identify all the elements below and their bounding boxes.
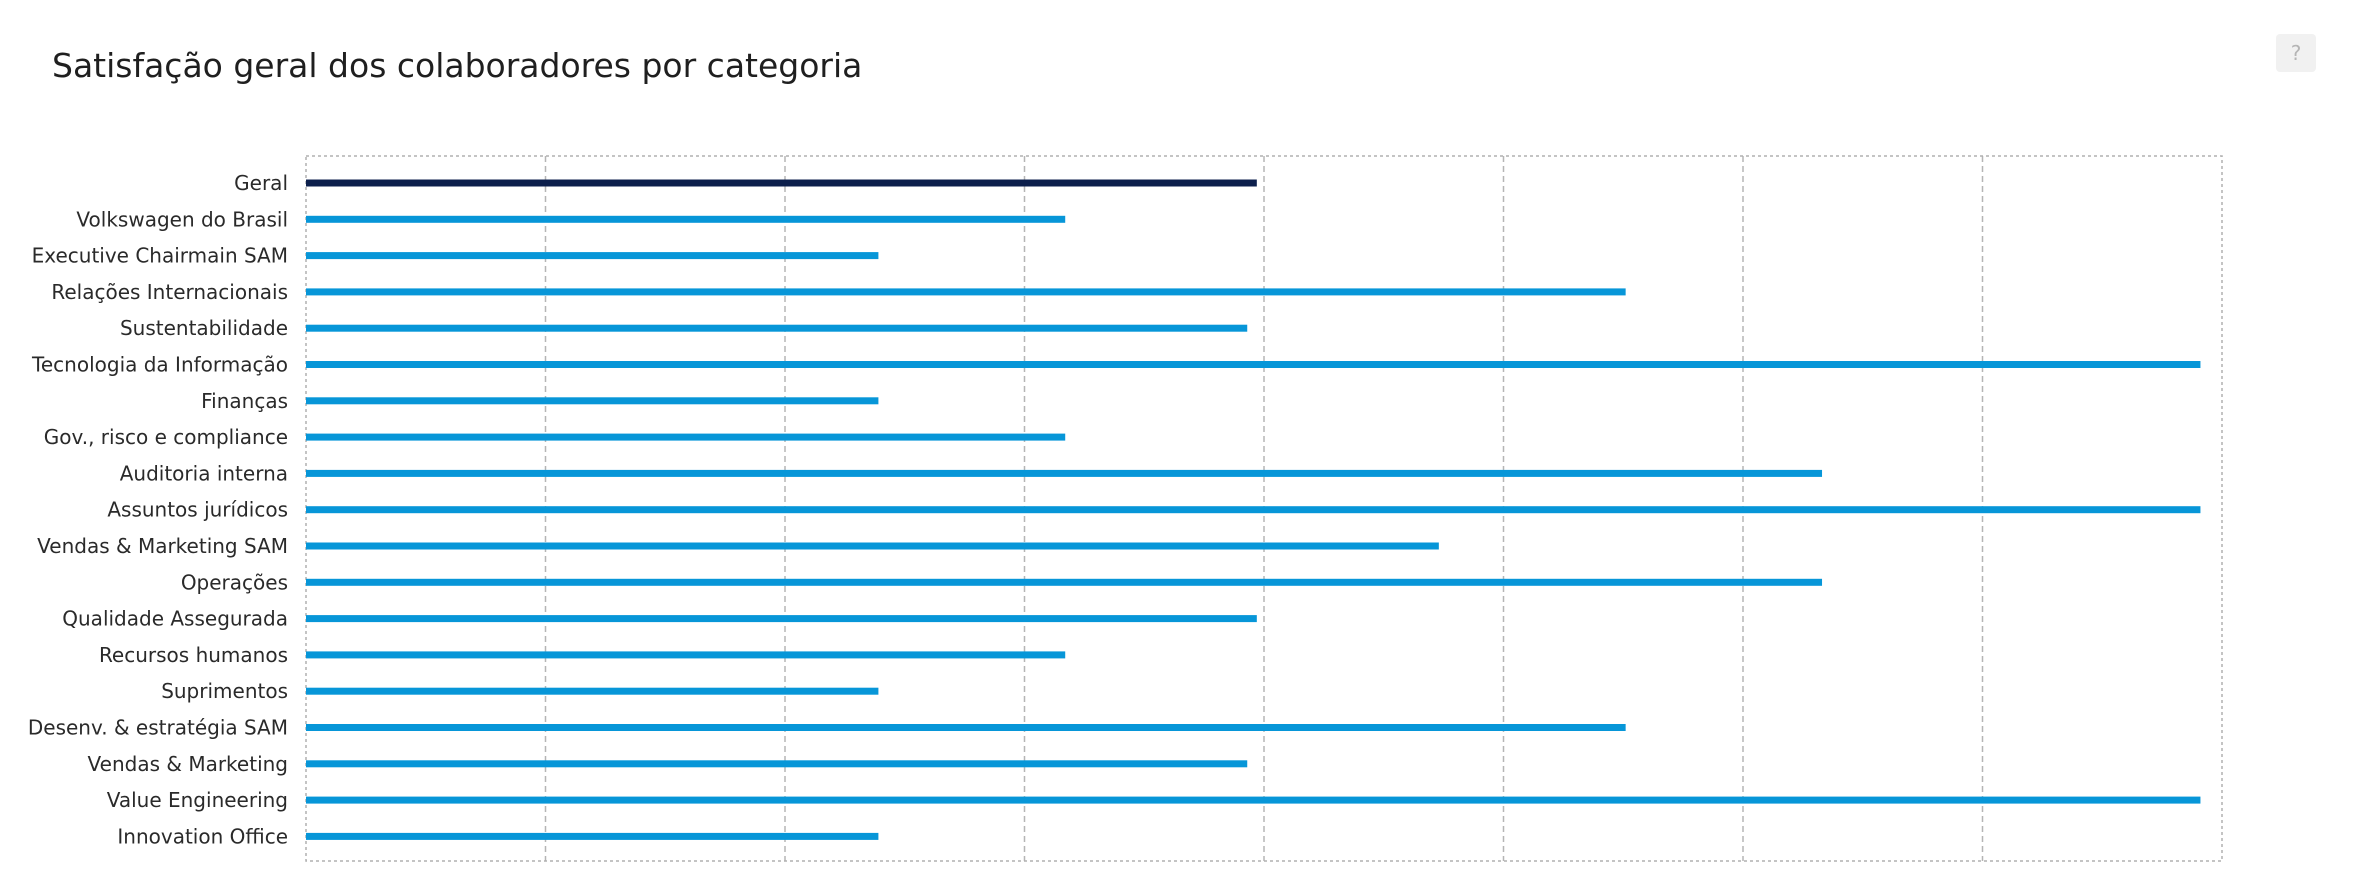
bar[interactable] [306,687,879,695]
category-label: Value Engineering [107,788,288,812]
category-label: Recursos humanos [99,643,288,667]
category-label: Sustentabilidade [120,316,288,340]
category-label: Tecnologia da Informação [31,353,288,377]
bar[interactable] [306,179,1257,187]
category-label: Operações [181,570,288,594]
category-label: Executive Chairmain SAM [32,244,288,268]
category-label: Volkswagen do Brasil [76,207,288,231]
bar[interactable] [306,361,2201,368]
category-label: Vendas & Marketing SAM [37,534,288,558]
category-labels: Geral Volkswagen do Brasil Executive Chair… [28,171,288,848]
category-label: Geral [234,171,288,195]
category-label: Gov., risco e compliance [44,425,288,449]
bar[interactable] [306,324,1248,332]
bar[interactable] [306,506,2201,514]
bar[interactable] [306,542,1439,550]
category-label: Vendas & Marketing [88,752,288,776]
bar[interactable] [306,215,1066,223]
category-label: Auditoria interna [120,461,288,485]
bar[interactable] [306,760,1248,768]
bar[interactable] [306,288,1626,296]
category-label: Qualidade Assegurada [62,607,288,631]
chart-title: Satisfação geral dos colaboradores por c… [52,46,863,85]
bar[interactable] [306,832,879,840]
category-label: Innovation Office [117,824,288,848]
bar[interactable] [306,651,1066,659]
bar[interactable] [306,724,1626,731]
bar[interactable] [306,433,1066,441]
plot-frame [305,155,2223,862]
category-label: Desenv. & estratégia SAM [28,716,288,740]
category-label: Finanças [201,389,288,413]
bar[interactable] [306,615,1257,623]
category-label: Assuntos jurídicos [107,498,288,522]
bar[interactable] [306,252,879,260]
category-label: Suprimentos [161,679,288,703]
bar[interactable] [306,397,879,405]
help-button[interactable]: ? [2276,34,2316,72]
bar[interactable] [306,796,2201,804]
bars [306,179,2201,840]
category-label: Relações Internacionais [51,280,288,304]
bar[interactable] [306,578,1823,586]
bar[interactable] [306,469,1823,477]
